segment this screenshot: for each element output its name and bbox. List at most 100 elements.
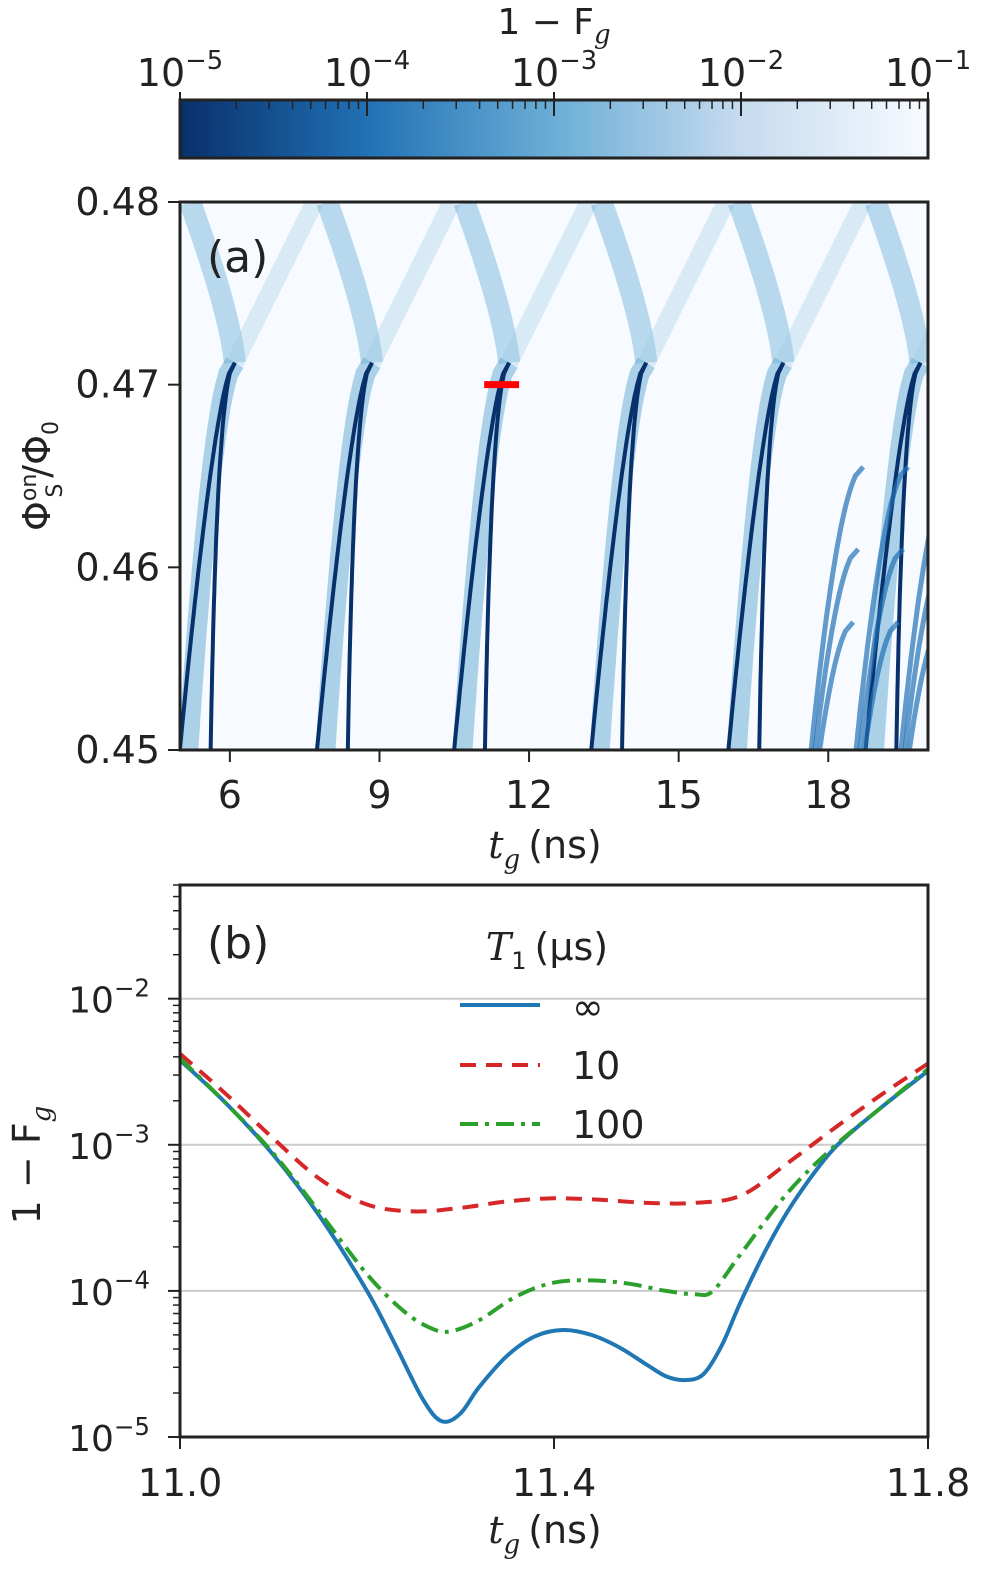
heatmap-branch <box>452 361 511 750</box>
heatmap-resonance-arcs <box>180 202 928 750</box>
heatmap-halo <box>728 202 795 364</box>
panel-a-x-axis-label: tg (ns) <box>488 823 601 875</box>
legend-label-100: 100 <box>572 1103 645 1147</box>
panel-b-y-tick-label: 10−3 <box>68 1120 150 1168</box>
heatmap-branch <box>482 361 511 750</box>
heatmap-branch <box>180 361 237 750</box>
panel-b-y-tick-label-exp: −3 <box>114 1120 150 1149</box>
series-10-line <box>180 1052 928 1214</box>
legend-label-10: 10 <box>572 1044 620 1088</box>
panel-b: (b) 10−510−410−310−2 11.0 11.4 11.8 tg (ns)… <box>5 883 971 1560</box>
panel-b-y-tick-label-exp: −5 <box>114 1412 150 1441</box>
heatmap-branch <box>861 620 900 750</box>
panel-b-y-tick-label-exp: −4 <box>114 1266 150 1295</box>
heatmap-branch <box>808 465 866 750</box>
colorbar-tick-labels: 10−5 10−4 10−3 10−2 10−1 <box>137 46 971 95</box>
heatmap-halo <box>591 202 658 364</box>
heatmap-branch <box>726 361 786 750</box>
panel-b-y-tick-label: 10−2 <box>68 973 150 1021</box>
heatmap-halo <box>912 327 928 367</box>
panel-a: (a) 6 9 12 15 18 0.45 0.46 0.47 0.48 tg (ns) Φon… <box>15 180 930 875</box>
heatmap-branch <box>898 528 928 750</box>
legend-label-inf: ∞ <box>572 985 604 1029</box>
colorbar-tick-label-base: 10 <box>698 51 746 95</box>
heatmap-area <box>180 202 928 750</box>
panel-a-x-tick-label: 9 <box>367 773 391 817</box>
colorbar-ticks-overlay <box>179 92 929 116</box>
panel-a-frame <box>178 200 930 752</box>
colorbar-tick-label-base: 10 <box>324 51 372 95</box>
heatmap-halo <box>226 202 323 367</box>
panel-a-x-tick-label: 18 <box>804 773 852 817</box>
panel-b-y-tick-label-base: 10 <box>68 1419 114 1460</box>
panel-b-background <box>180 885 928 1437</box>
colorbar-tick-label-exp: −1 <box>933 46 971 76</box>
colorbar-tick-label-base: 10 <box>511 51 559 95</box>
panel-a-x-tick-label: 12 <box>505 773 553 817</box>
panel-b-x-ticks: 11.0 11.4 11.8 <box>138 1437 971 1505</box>
panel-a-y-ticks: 0.45 0.46 0.47 0.48 <box>75 180 180 772</box>
series-100-line <box>180 1056 928 1334</box>
panel-b-x-tick-label: 11.4 <box>512 1461 597 1505</box>
panel-a-y-tick-label: 0.46 <box>75 545 160 589</box>
colorbar-tick-label: 10−5 <box>137 46 223 95</box>
colorbar-tick-label: 10−1 <box>885 46 971 95</box>
heatmap-branch <box>757 361 786 750</box>
colorbar-tick-label: 10−2 <box>698 46 784 95</box>
heatmap-branch <box>902 587 928 750</box>
panel-b-y-tick-label-base: 10 <box>68 981 114 1022</box>
heatmap-branch <box>853 465 910 750</box>
heatmap-branch <box>817 620 856 750</box>
colorbar-tick-label-exp: −2 <box>746 46 784 76</box>
heatmap-halo <box>775 202 872 367</box>
colorbar-label: 1 − Fg <box>497 2 610 50</box>
heatmap-halo <box>865 202 928 364</box>
colorbar-tick-label-base: 10 <box>137 51 185 95</box>
heatmap-background <box>180 202 928 750</box>
panel-b-gridlines <box>180 997 928 1292</box>
panel-b-plot-area <box>180 1052 928 1424</box>
heatmap-branch <box>589 361 649 750</box>
heatmap-halo <box>180 202 246 364</box>
panel-a-label: (a) <box>207 232 268 283</box>
panel-b-y-tick-label: 10−5 <box>68 1412 150 1460</box>
colorbar-tick-label-base: 10 <box>885 51 933 95</box>
panel-b-x-tick-label: 11.0 <box>138 1461 223 1505</box>
heatmap-branch <box>345 361 374 750</box>
colorbar: 1 − Fg 10−5 10−4 10−3 10−2 10−1 <box>137 2 971 160</box>
panel-a-x-ticks: 6 9 12 15 18 <box>218 750 852 817</box>
heatmap-branch <box>894 361 923 750</box>
legend-title: T1 (µs) <box>486 925 608 975</box>
heatmap-halo <box>453 202 521 364</box>
panel-a-y-tick-label: 0.48 <box>75 180 160 224</box>
heatmap-branch <box>314 361 374 750</box>
heatmap-branch <box>906 642 928 750</box>
panel-a-x-tick-label: 6 <box>218 773 242 817</box>
colorbar-tick-label-exp: −4 <box>372 46 410 76</box>
heatmap-branch <box>857 547 905 750</box>
panel-a-x-tick-label: 15 <box>654 773 702 817</box>
legend: T1 (µs) ∞ 10 100 <box>460 925 645 1147</box>
panel-b-x-axis-label: tg (ns) <box>488 1508 601 1560</box>
panel-b-label: (b) <box>207 918 269 969</box>
colorbar-tick-label: 10−3 <box>511 46 597 95</box>
panel-b-y-tick-label-base: 10 <box>68 1127 114 1168</box>
panel-b-y-axis-label: 1 − Fg <box>5 1106 57 1225</box>
heatmap-halo <box>316 202 383 364</box>
heatmap-branch <box>812 547 861 750</box>
heatmap-branch <box>208 361 237 750</box>
colorbar-tick-label: 10−4 <box>324 46 410 95</box>
heatmap-branch <box>620 361 649 750</box>
panel-b-y-tick-label: 10−4 <box>68 1266 150 1314</box>
heatmap-halo <box>638 202 735 367</box>
series-inf-line <box>180 1058 928 1424</box>
colorbar-tick-label-exp: −3 <box>559 46 597 76</box>
panel-a-y-tick-label: 0.45 <box>75 728 160 772</box>
panel-b-y-ticks: 10−510−410−310−2 <box>68 884 180 1460</box>
panel-b-x-tick-label: 11.8 <box>886 1461 971 1505</box>
panel-b-y-tick-label-base: 10 <box>68 1273 114 1314</box>
panel-a-y-tick-label: 0.47 <box>75 363 160 407</box>
panel-a-y-axis-label: ΦonS/Φ0 <box>15 421 68 531</box>
colorbar-tick-label-exp: −5 <box>185 46 223 76</box>
